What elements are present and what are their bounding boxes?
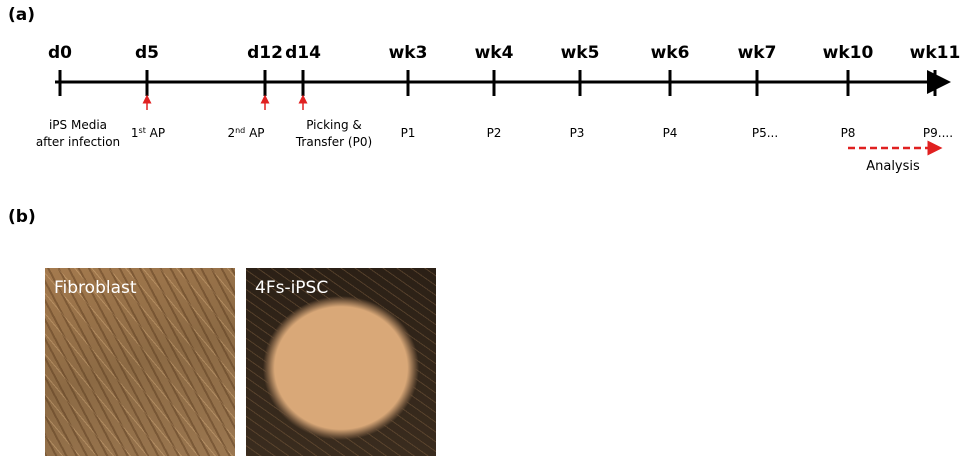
note-part: st bbox=[139, 126, 146, 135]
note-part: Picking & bbox=[306, 118, 362, 132]
time-label: d5 bbox=[135, 43, 159, 63]
note-part: P3 bbox=[570, 126, 585, 140]
note-part: P1 bbox=[401, 126, 416, 140]
time-label: d14 bbox=[285, 43, 321, 63]
ipsc-image: 4Fs-iPSC bbox=[246, 268, 436, 456]
time-label: wk10 bbox=[823, 43, 874, 63]
note-part: after infection bbox=[36, 135, 120, 149]
step-note: Transfer (P0) bbox=[295, 135, 372, 149]
note-part: nd bbox=[235, 126, 245, 135]
note-part: Transfer (P0) bbox=[295, 135, 372, 149]
time-label: wk5 bbox=[561, 43, 600, 63]
panel-label: (b) bbox=[8, 207, 36, 227]
note-part: P8 bbox=[841, 126, 856, 140]
time-label: wk7 bbox=[738, 43, 777, 63]
step-note: P1 bbox=[401, 126, 416, 140]
step-note: P4 bbox=[663, 126, 678, 140]
time-label: wk11 bbox=[910, 43, 961, 63]
step-note: P2 bbox=[487, 126, 502, 140]
step-note: P9.... bbox=[923, 126, 953, 140]
step-note: P8 bbox=[841, 126, 856, 140]
image-label: 4Fs-iPSC bbox=[255, 278, 329, 298]
step-note: P5... bbox=[752, 126, 778, 140]
note-part: AP bbox=[245, 126, 264, 140]
time-label: wk6 bbox=[651, 43, 690, 63]
note-part: AP bbox=[146, 126, 165, 140]
time-label: d0 bbox=[48, 43, 72, 63]
note-part: iPS Media bbox=[49, 118, 107, 132]
note-part: P4 bbox=[663, 126, 678, 140]
fibroblast-image: Fibroblast bbox=[45, 268, 235, 456]
time-label: d12 bbox=[247, 43, 283, 63]
image-label: Fibroblast bbox=[54, 278, 137, 298]
panel-label: (a) bbox=[8, 5, 35, 25]
analysis-label: Analysis bbox=[866, 159, 920, 174]
step-note: after infection bbox=[36, 135, 120, 149]
note-part: 1 bbox=[131, 126, 139, 140]
note-part: 2 bbox=[227, 126, 235, 140]
step-note: P3 bbox=[570, 126, 585, 140]
step-note: 2nd AP bbox=[227, 126, 264, 141]
timeline-diagram: (a) (b) Analysis d0 iPS Media after infect… bbox=[8, 5, 961, 227]
note-part: P9.... bbox=[923, 126, 953, 140]
step-note: Picking & bbox=[306, 118, 362, 132]
note-part: P5... bbox=[752, 126, 778, 140]
step-note: 1st AP bbox=[131, 126, 165, 141]
time-label: wk3 bbox=[389, 43, 428, 63]
step-note: iPS Media bbox=[49, 118, 107, 132]
time-label: wk4 bbox=[475, 43, 514, 63]
note-part: P2 bbox=[487, 126, 502, 140]
